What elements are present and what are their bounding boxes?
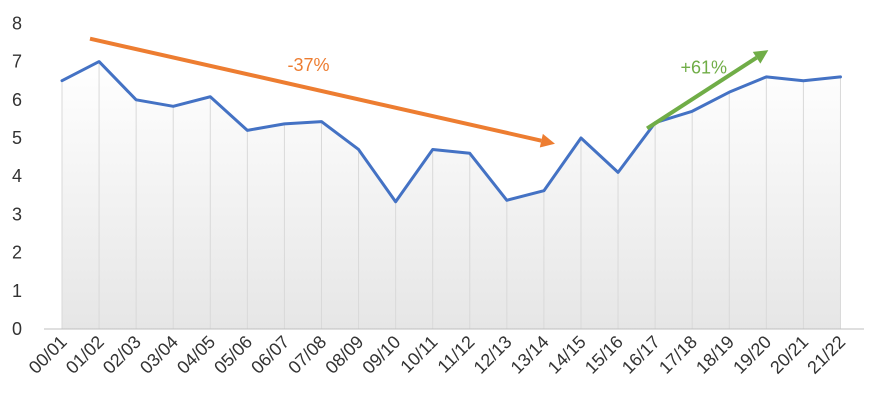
x-tick-label: 09/10 (358, 332, 404, 378)
series-area (62, 61, 841, 329)
series-layer (60, 60, 842, 204)
x-tick-label: 12/13 (470, 332, 516, 378)
x-tick-label: 18/19 (692, 332, 738, 378)
x-tick-label: 17/18 (655, 332, 701, 378)
y-tick-label: 8 (12, 13, 22, 33)
y-tick-label: 6 (12, 90, 22, 110)
x-tick-label: 20/21 (766, 332, 812, 378)
y-tick-label: 2 (12, 243, 22, 263)
x-axis-ticks: 00/0101/0202/0303/0404/0505/0606/0707/08… (25, 332, 849, 378)
x-tick-label: 08/09 (321, 332, 367, 378)
x-tick-label: 19/20 (729, 332, 775, 378)
y-tick-label: 1 (12, 281, 22, 301)
x-tick-label: 14/15 (544, 332, 590, 378)
y-tick-label: 5 (12, 128, 22, 148)
x-tick-label: 10/11 (396, 332, 441, 377)
trend-arrow-head (539, 133, 555, 148)
trend-arrow-head (752, 50, 769, 64)
x-tick-label: 02/03 (99, 332, 145, 378)
x-tick-label: 05/06 (210, 332, 256, 378)
x-tick-label: 03/04 (136, 332, 182, 378)
x-tick-label: 06/07 (247, 332, 293, 378)
x-tick-label: 04/05 (173, 332, 219, 378)
y-tick-label: 4 (12, 166, 22, 186)
area-layer (62, 61, 841, 329)
y-axis-ticks: 0 1 2 3 4 5 6 7 8 (12, 13, 22, 339)
trend-arrow-line (89, 36, 542, 143)
x-tick-label: 16/17 (618, 332, 664, 378)
trend-arrow-line (646, 56, 758, 131)
y-tick-label: 0 (12, 319, 22, 339)
x-tick-label: 13/14 (507, 332, 553, 378)
trend-label: +61% (680, 57, 727, 77)
series-line (60, 60, 842, 204)
trend-label: -37% (287, 55, 329, 75)
trend-annotations: -37% +61% (89, 36, 769, 148)
x-tick-label: 15/16 (581, 332, 627, 378)
x-tick-label: 21/22 (803, 332, 849, 378)
x-tick-label: 11/12 (434, 332, 479, 377)
y-tick-label: 7 (12, 52, 22, 72)
y-tick-label: 3 (12, 204, 22, 224)
drop-lines (61, 61, 841, 329)
x-tick-label: 00/01 (25, 332, 71, 378)
x-tick-label: 07/08 (284, 332, 330, 378)
x-tick-label: 01/02 (62, 332, 108, 378)
